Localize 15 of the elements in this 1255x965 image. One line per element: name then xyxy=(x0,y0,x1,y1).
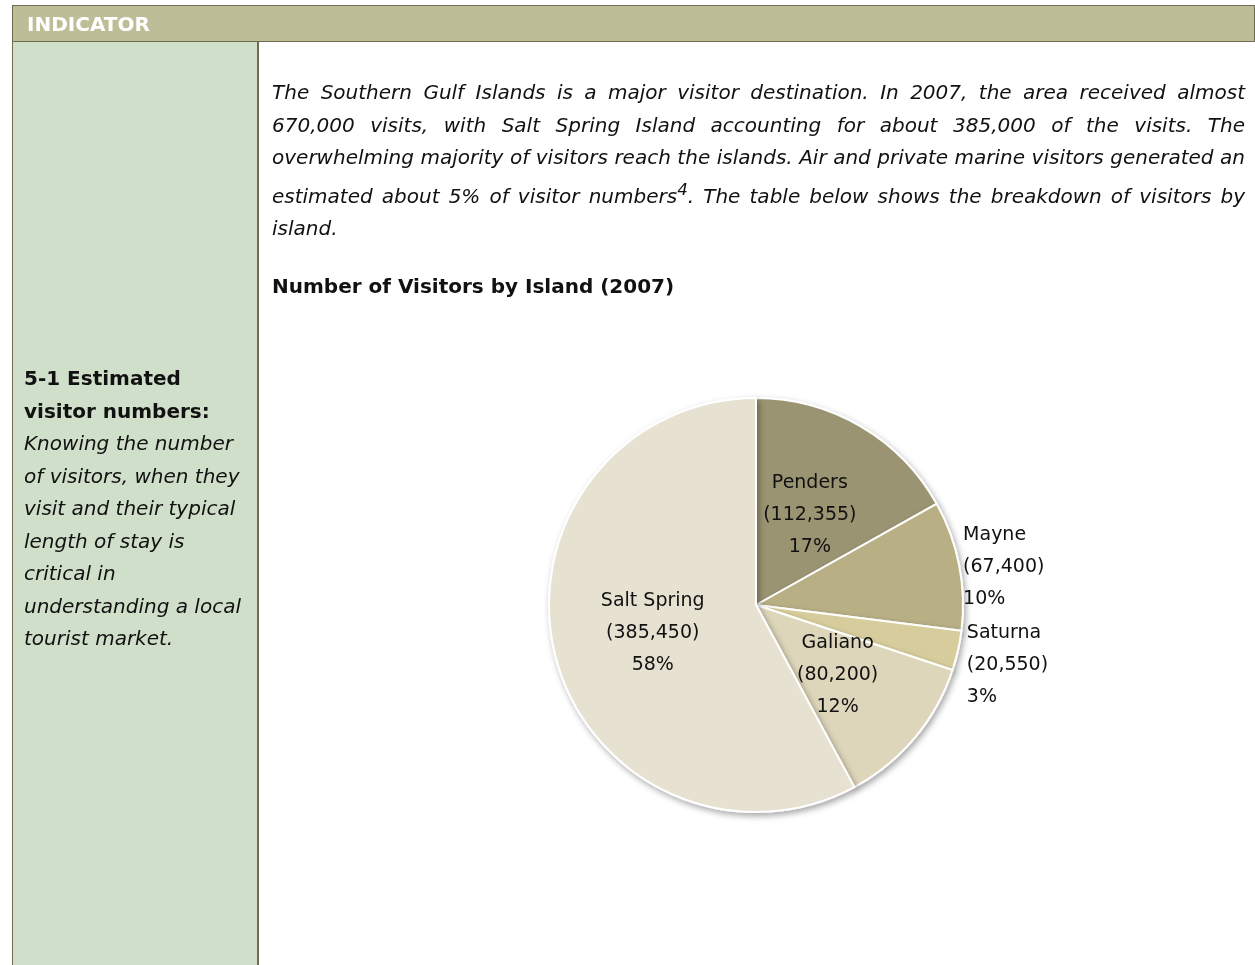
data-label: (20,550) 3% xyxy=(966,651,1049,706)
slice-label: Penders xyxy=(771,470,848,493)
slice-label: Saturna xyxy=(966,619,1042,642)
text: 5-1 Estimated visitor numbers: xyxy=(24,366,210,423)
text: The Southern Gulf Islands is a major visitor destination. In 2007, the area received almost 670,000 visits, with Salt Spring Island accounting for about 385,000 of the visits. The overwhelming majority of visitors reach the islands. Air and private marine visitors generated an estimated about 5% of visitor numbers$^{4}$. The table below shows the breakdown of visitors by island. xyxy=(272,80,1245,240)
slice-label: Mayne xyxy=(963,521,1027,544)
slice-label: Salt Spring xyxy=(600,588,705,611)
chart-title: Number of Visitors by Island (2007) xyxy=(272,274,675,298)
text: INDICATOR xyxy=(12,5,1255,42)
text: Knowing the number of visitors, when they visit and their typical length of stay is critical in understanding a local tourist market. xyxy=(24,431,241,650)
data-label: (112,355) 17% xyxy=(763,502,857,557)
data-label: (385,450) 58% xyxy=(606,620,700,675)
data-label: (80,200) 12% xyxy=(796,662,879,717)
slice-label: Galiano xyxy=(801,630,874,653)
data-label: (67,400) 10% xyxy=(963,553,1045,608)
